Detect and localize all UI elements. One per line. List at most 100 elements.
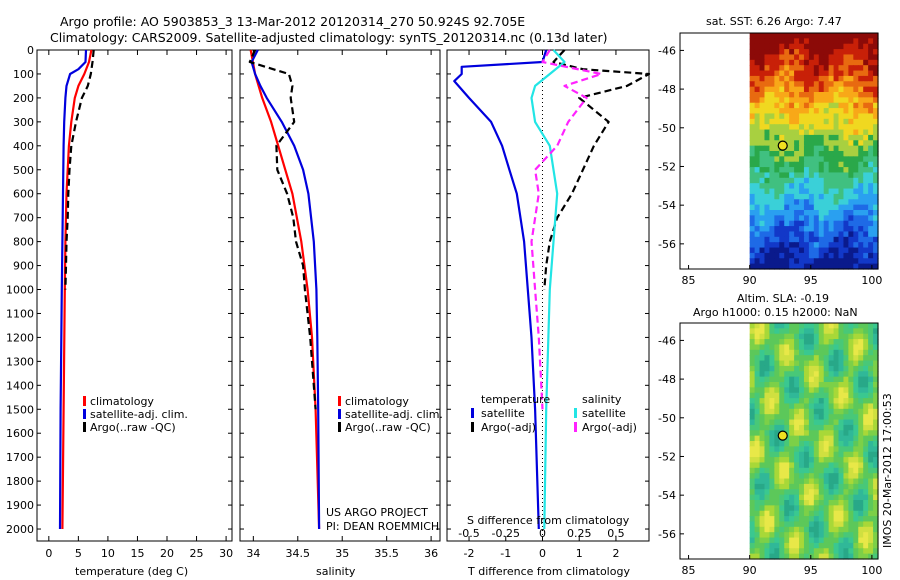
map-cell: [769, 183, 775, 190]
map-cell: [749, 231, 756, 238]
map-cell: [873, 151, 879, 157]
map-cell: [813, 494, 820, 501]
map-cell: [803, 140, 810, 147]
map-cell: [873, 65, 879, 72]
map-cell: [813, 478, 820, 485]
map-cell: [749, 199, 756, 206]
map-cell: [848, 553, 854, 560]
map-cell: [858, 161, 864, 168]
map-cell: [803, 124, 810, 131]
map-cell: [838, 65, 845, 72]
map-cell: [779, 392, 785, 399]
map-cell: [853, 108, 859, 115]
map-cell: [813, 392, 820, 399]
map-cell: [759, 226, 766, 233]
map-cell: [759, 247, 766, 254]
map-cell: [823, 193, 830, 200]
map-cell: [828, 199, 835, 206]
series-line-temperature-satellite: [453, 49, 548, 530]
map-cell: [813, 156, 820, 163]
map-cell: [873, 392, 879, 399]
map-cell: [754, 333, 761, 340]
map-cell: [808, 542, 815, 549]
map-cell: [784, 75, 790, 82]
map-cell: [858, 226, 864, 233]
map-cell: [828, 33, 835, 39]
map-cell: [803, 333, 810, 340]
map-cell: [764, 226, 771, 233]
map-cell: [833, 129, 840, 136]
sst-map-frame: [679, 32, 879, 270]
map-cell: [868, 38, 874, 45]
map-cell: [769, 371, 775, 378]
map-cell: [813, 258, 820, 265]
map-cell: [818, 177, 825, 184]
map-cell: [799, 542, 805, 549]
map-cell: [813, 210, 820, 216]
map-cell: [838, 226, 845, 233]
map-cell: [823, 231, 830, 238]
map-cell: [813, 236, 820, 243]
legend-swatch-sal-argo: [574, 422, 577, 432]
map-cell: [848, 387, 854, 394]
map-cell: [808, 134, 815, 141]
map-cell: [769, 167, 775, 174]
map-cell: [863, 118, 869, 125]
map-cell: [789, 532, 795, 539]
map-cell: [779, 231, 785, 238]
map-cell: [749, 81, 756, 88]
map-cell: [803, 441, 810, 447]
map-cell: [833, 430, 840, 437]
map-cell: [833, 328, 840, 335]
y-tick-label: 1800: [6, 475, 34, 488]
map-cell: [764, 129, 771, 136]
temperature-panel: 0 5 10 15 20 25 300100200300400500600700800900…: [6, 44, 233, 560]
map-cell: [833, 510, 840, 517]
map-cell: [749, 124, 756, 131]
map-cell: [828, 371, 835, 378]
map-cell: [843, 177, 849, 184]
map-cell: [858, 231, 864, 238]
map-cell: [779, 344, 785, 351]
map-cell: [838, 382, 845, 388]
map-cell: [843, 462, 849, 469]
map-cell: [749, 419, 756, 426]
map-cell: [759, 177, 766, 184]
map-cell: [863, 151, 869, 157]
map-cell: [754, 382, 761, 388]
map-cell: [863, 113, 869, 120]
map-cell: [858, 398, 864, 405]
map-cell: [799, 355, 805, 362]
map-cell: [749, 462, 756, 469]
map-cell: [858, 441, 864, 447]
map-cell: [848, 215, 854, 222]
map-cell: [828, 167, 835, 174]
map-cell: [764, 156, 771, 163]
map-cell: [833, 355, 840, 362]
map-cell: [769, 145, 775, 152]
map-cell: [799, 75, 805, 82]
map-cell: [799, 419, 805, 426]
map-cell: [838, 548, 845, 555]
map-cell: [754, 81, 761, 88]
map-cell: [799, 473, 805, 480]
map-cell: [754, 156, 761, 163]
map-cell: [764, 532, 771, 539]
map-cell: [808, 210, 815, 216]
map-cell: [863, 403, 869, 410]
map-cell: [828, 328, 835, 335]
map-cell: [799, 516, 805, 523]
map-cell: [853, 392, 859, 399]
map-cell: [843, 457, 849, 464]
map-cell: [863, 59, 869, 66]
map-cell: [794, 333, 800, 340]
map-cell: [784, 236, 790, 243]
map-cell: [779, 199, 785, 206]
map-cell: [823, 323, 830, 329]
map-cell: [848, 38, 854, 45]
map-cell: [868, 419, 874, 426]
map-cell: [823, 371, 830, 378]
map-cell: [868, 220, 874, 227]
map-cell: [784, 328, 790, 335]
map-cell: [784, 108, 790, 115]
